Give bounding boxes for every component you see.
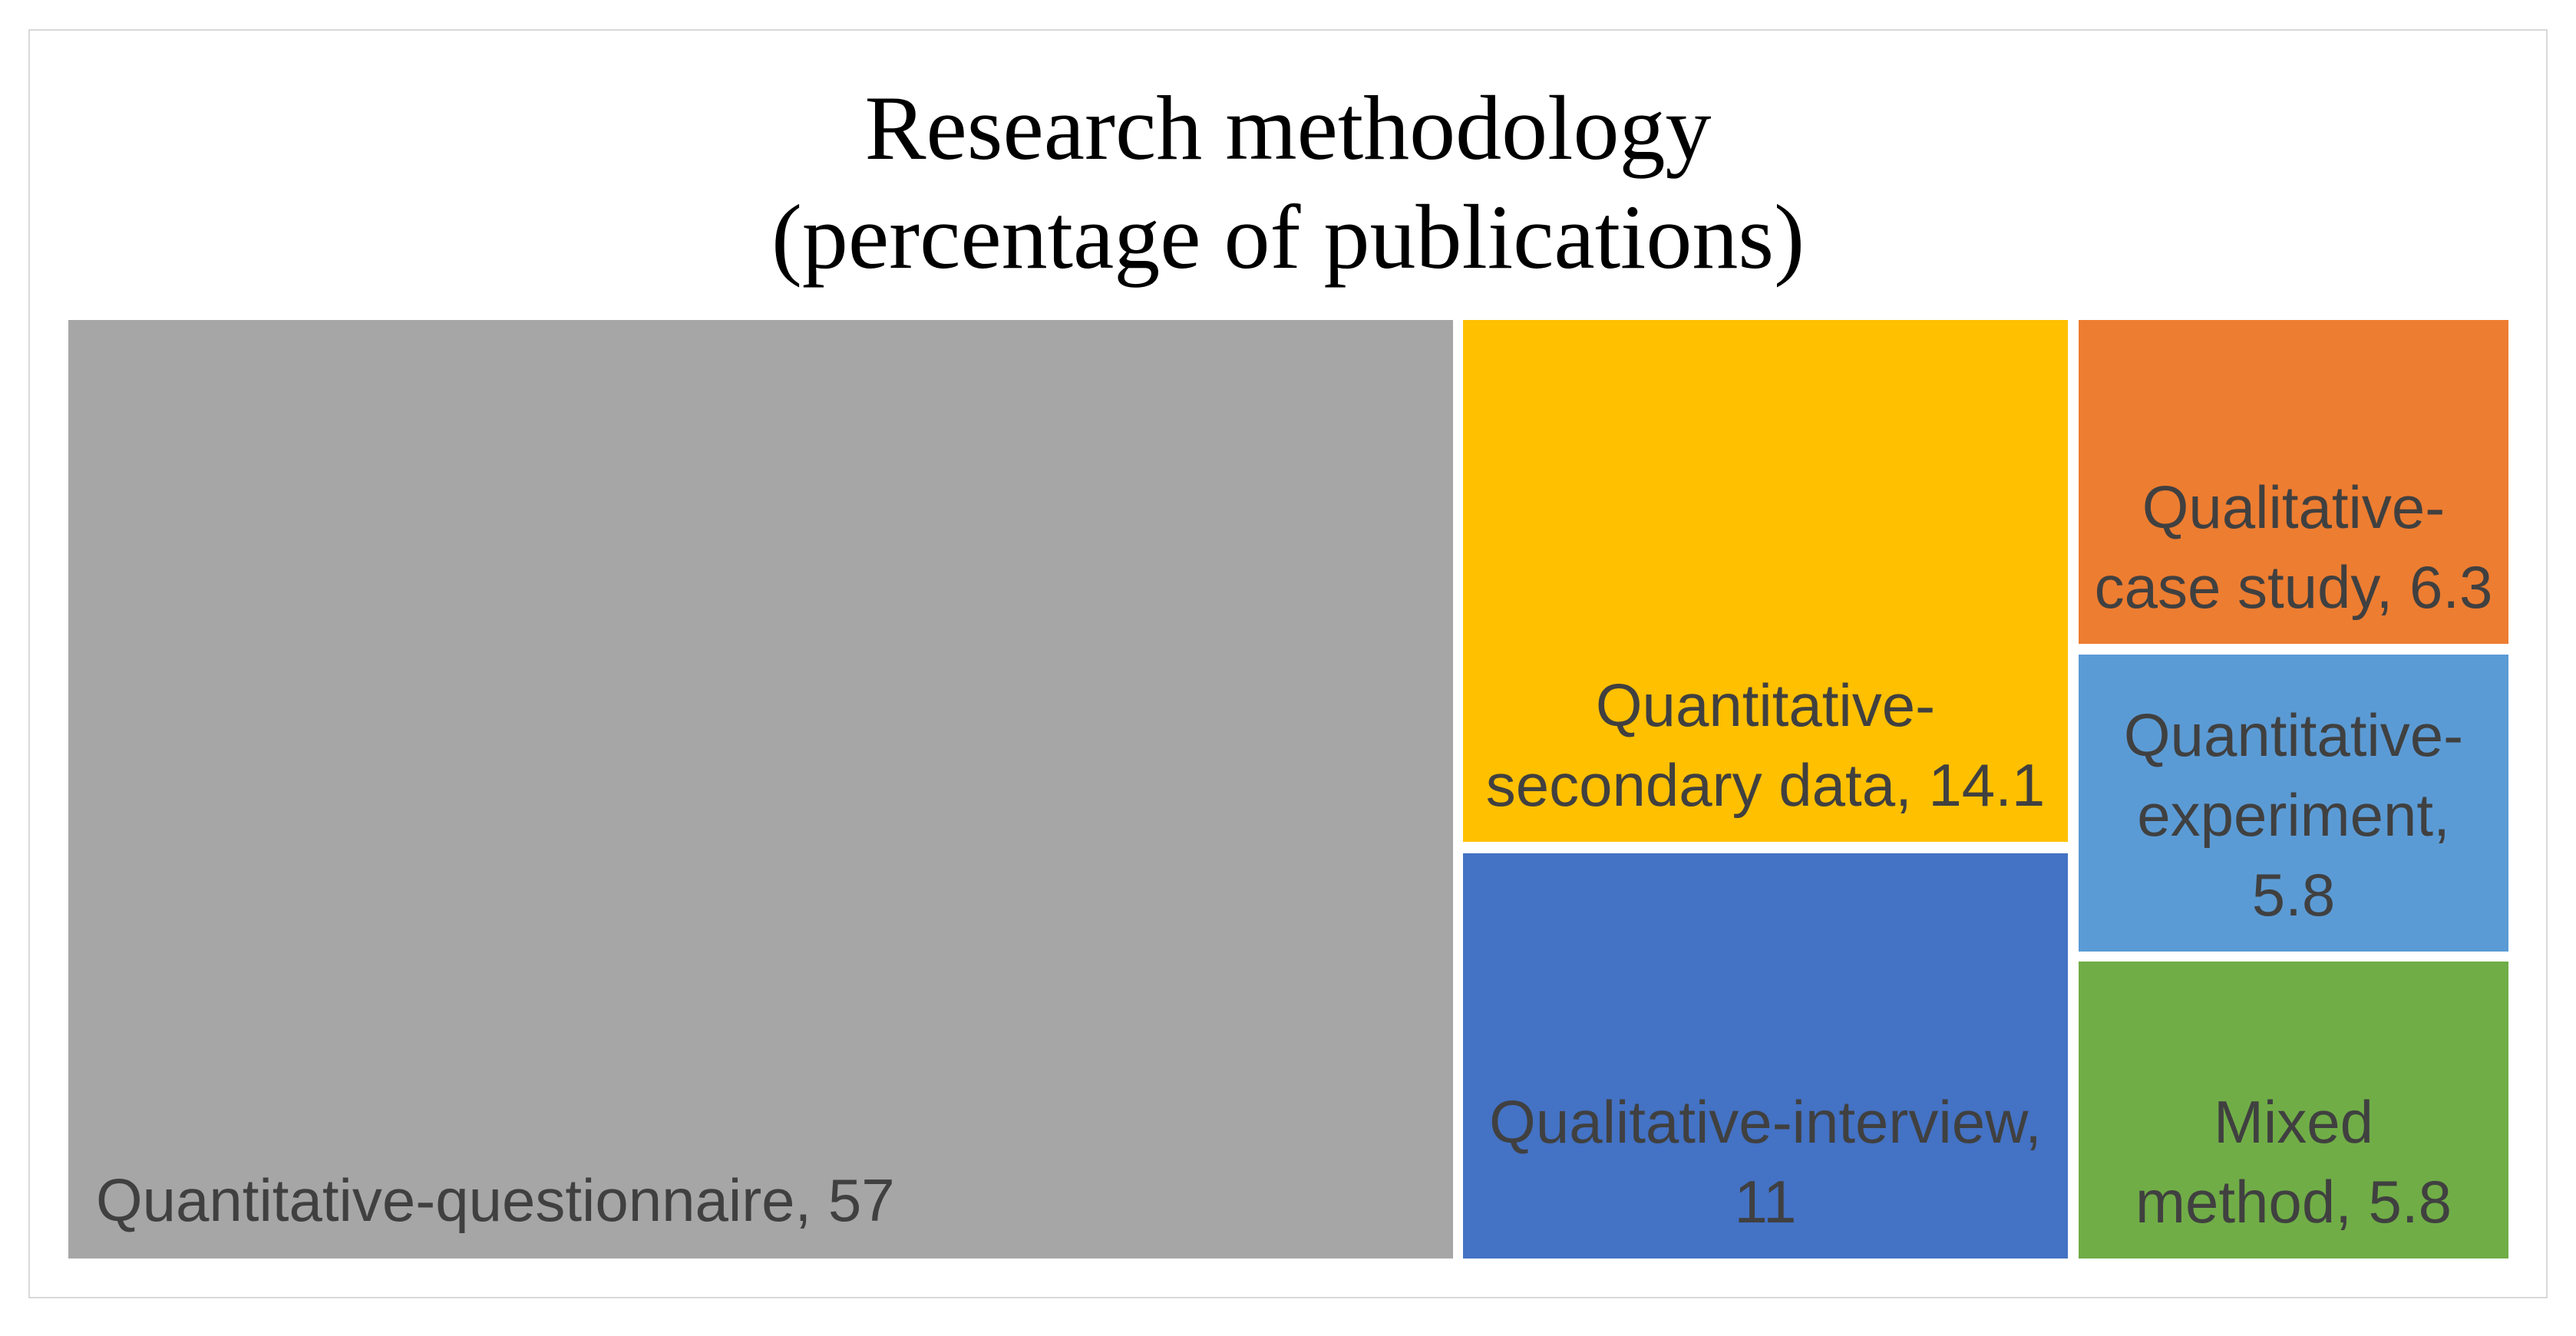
tile-label-quantitative-secondary-data: Quantitative- secondary data, 14.1 [1463, 665, 2068, 842]
tile-label-line: Quantitative- [1595, 671, 1936, 739]
tile-label-quantitative-experiment: Quantitative- experiment, 5.8 [2079, 695, 2508, 952]
tile-label-line: 11 [1734, 1168, 1797, 1235]
chart-title-line-2: (percentage of publications) [771, 186, 1805, 288]
tile-label-line: 5.8 [2251, 861, 2336, 929]
tile-label-mixed-method: Mixed method, 5.8 [2079, 1082, 2508, 1258]
tile-label-line: Qualitative- [2142, 473, 2446, 541]
chart-title-line-1: Research methodology [864, 77, 1712, 179]
tile-label-line: Mixed [2213, 1088, 2374, 1156]
tile-label-line: case study, 6.3 [2094, 553, 2493, 621]
treemap-tile-quantitative-questionnaire: Quantitative-questionnaire, 57 [68, 320, 1453, 1258]
tile-label-qualitative-case-study: Qualitative- case study, 6.3 [2079, 467, 2508, 644]
tile-label-line: Qualitative-interview, [1489, 1088, 2042, 1156]
tile-label-line: method, 5.8 [2135, 1168, 2452, 1235]
treemap-tile-quantitative-secondary-data: Quantitative- secondary data, 14.1 [1463, 320, 2068, 842]
treemap-tile-mixed-method: Mixed method, 5.8 [2079, 962, 2508, 1258]
tile-label-line: secondary data, 14.1 [1485, 751, 2046, 819]
treemap-tile-quantitative-experiment: Quantitative- experiment, 5.8 [2079, 655, 2508, 952]
tile-label-quantitative-questionnaire: Quantitative-questionnaire, 57 [68, 1160, 1453, 1258]
tile-label-qualitative-interview: Qualitative-interview, 11 [1463, 1082, 2068, 1258]
tile-label-line: Quantitative- [2123, 701, 2464, 769]
chart-title: Research methodology (percentage of publ… [0, 74, 2576, 292]
tile-label-line: Quantitative-questionnaire, 57 [96, 1166, 895, 1234]
treemap-tile-qualitative-interview: Qualitative-interview, 11 [1463, 853, 2068, 1258]
treemap-tile-qualitative-case-study: Qualitative- case study, 6.3 [2079, 320, 2508, 644]
tile-label-line: experiment, [2137, 781, 2450, 849]
